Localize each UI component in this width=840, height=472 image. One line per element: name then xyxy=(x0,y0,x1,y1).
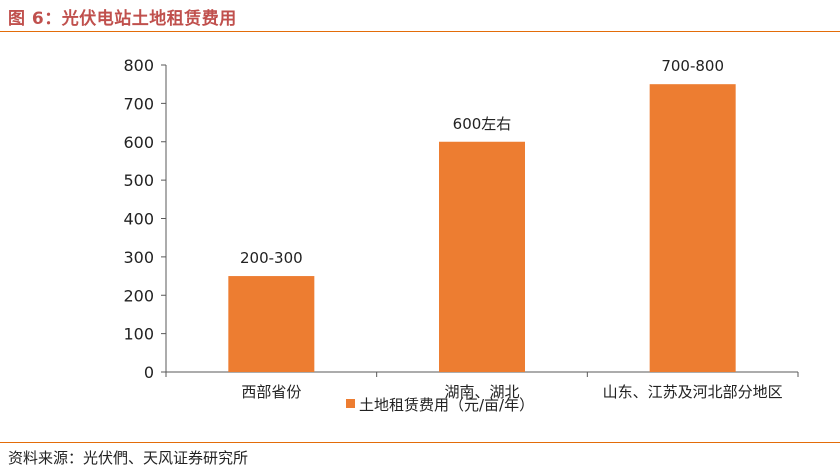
title-divider xyxy=(0,31,840,32)
bar xyxy=(439,141,525,372)
data-label: 700-800 xyxy=(661,57,724,75)
bar xyxy=(649,84,736,372)
y-tick-label: 500 xyxy=(123,171,154,190)
data-label: 200-300 xyxy=(240,249,303,267)
source-note: 资料来源：光伏們、天风证券研究所 xyxy=(8,449,249,467)
y-tick-label: 300 xyxy=(123,248,154,267)
footer-divider xyxy=(0,442,840,443)
y-tick-label: 600 xyxy=(123,133,154,152)
data-label: 600左右 xyxy=(453,115,512,133)
x-tick-label: 西部省份 xyxy=(241,383,301,401)
y-tick-label: 100 xyxy=(123,325,154,344)
legend-label: 土地租赁费用（元/亩/年） xyxy=(359,396,534,414)
bar xyxy=(228,276,315,372)
x-tick-label: 湖南、湖北 xyxy=(444,383,519,401)
legend-swatch xyxy=(346,399,355,408)
y-tick-label: 200 xyxy=(123,286,154,305)
y-tick-label: 400 xyxy=(123,210,154,229)
figure-title: 图 6：光伏电站土地租赁费用 xyxy=(8,9,237,29)
y-tick-label: 0 xyxy=(144,363,154,382)
y-tick-label: 800 xyxy=(123,56,154,75)
y-tick-label: 700 xyxy=(123,94,154,113)
x-tick-label: 山东、江苏及河北部分地区 xyxy=(603,383,783,401)
bar-chart: 0 100 200 300 400 500 600 700 800 200-300 西部省份 600左… xyxy=(123,56,799,414)
